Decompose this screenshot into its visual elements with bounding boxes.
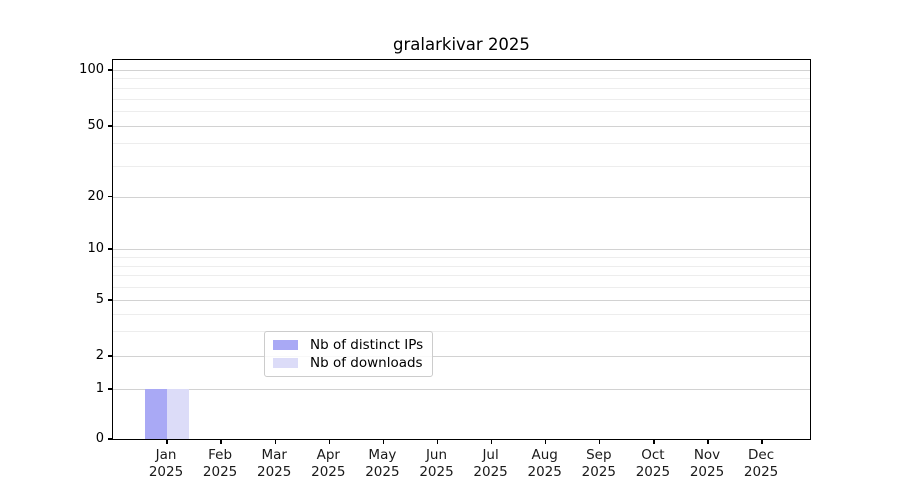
legend-label-distinct-ips: Nb of distinct IPs: [310, 337, 424, 353]
x-tick-label-month: Jul: [482, 447, 499, 463]
x-tick-label-jul: Jul 2025: [463, 447, 519, 480]
major-gridline-20: [113, 196, 810, 198]
minor-gridline-40: [113, 143, 810, 145]
x-tick-label-month: Nov: [693, 447, 721, 463]
minor-gridline-60: [113, 111, 810, 113]
x-tick-mark-jan: [166, 440, 168, 444]
plot-area: [108, 59, 811, 444]
legend-swatch-distinct-ips: [273, 340, 298, 350]
legend-swatch-downloads: [273, 358, 298, 368]
chart-title: gralarkivar 2025: [393, 35, 530, 54]
x-tick-label-dec: Dec 2025: [733, 447, 789, 480]
minor-gridline-80: [113, 87, 810, 89]
x-tick-label-year: 2025: [365, 463, 400, 480]
x-tick-label-oct: Oct 2025: [625, 447, 681, 480]
minor-gridline-3: [113, 331, 810, 333]
x-tick-label-jun: Jun 2025: [409, 447, 465, 480]
x-tick-mark-feb: [220, 440, 222, 444]
x-tick-label-may: May 2025: [354, 447, 410, 480]
x-tick-label-year: 2025: [743, 463, 779, 480]
x-tick-label-apr: Apr 2025: [300, 447, 356, 480]
x-tick-label-month: Feb: [208, 447, 233, 463]
y-tick-mark-50: [108, 125, 112, 127]
minor-gridline-6: [113, 286, 810, 288]
x-tick-label-year: 2025: [581, 463, 616, 480]
y-tick-label-2: 2: [95, 348, 104, 363]
legend: Nb of distinct IPs Nb of downloads: [264, 331, 434, 377]
x-tick-label-month: Jan: [155, 447, 177, 463]
minor-gridline-9: [113, 256, 810, 258]
minor-gridline-70: [113, 98, 810, 100]
x-tick-mark-apr: [328, 440, 330, 444]
y-tick-mark-1: [108, 388, 112, 390]
y-tick-mark-20: [108, 196, 112, 198]
y-tick-label-100: 100: [79, 61, 104, 77]
x-tick-label-aug: Aug 2025: [517, 447, 573, 480]
x-tick-mark-jun: [436, 440, 439, 444]
x-tick-mark-may: [382, 440, 385, 444]
x-tick-label-year: 2025: [257, 463, 292, 480]
x-tick-mark-sep: [599, 440, 601, 444]
y-tick-mark-2: [108, 355, 112, 357]
x-tick-mark-dec: [761, 440, 763, 444]
major-gridline-5: [113, 299, 810, 301]
major-gridline-2: [113, 356, 810, 357]
x-tick-label-jan: Jan 2025: [138, 447, 194, 480]
y-tick-mark-0: [108, 438, 112, 440]
x-tick-label-month: May: [368, 447, 397, 463]
x-tick-label-month: Apr: [316, 447, 340, 463]
legend-item-distinct-ips: Nb of distinct IPs: [273, 337, 423, 353]
x-tick-label-year: 2025: [689, 463, 725, 480]
minor-gridline-90: [113, 78, 810, 80]
legend-label-downloads: Nb of downloads: [310, 355, 423, 371]
bar-nb-of-distinct-ips-jan: [145, 389, 167, 439]
x-tick-label-month: Aug: [531, 447, 558, 463]
y-tick-label-20: 20: [87, 188, 104, 204]
x-tick-label-year: 2025: [473, 463, 508, 480]
x-tick-label-year: 2025: [311, 463, 346, 480]
x-tick-label-nov: Nov 2025: [679, 447, 735, 480]
major-gridline-50: [113, 125, 810, 127]
x-tick-label-year: 2025: [148, 463, 184, 480]
minor-gridline-7: [113, 275, 810, 277]
y-tick-label-1: 1: [95, 381, 104, 396]
x-tick-mark-nov: [707, 440, 709, 444]
y-tick-mark-10: [108, 248, 112, 250]
legend-item-downloads: Nb of downloads: [273, 355, 423, 371]
x-tick-label-year: 2025: [527, 463, 562, 480]
y-tick-label-5: 5: [95, 291, 104, 307]
x-tick-label-month: Sep: [586, 447, 612, 463]
y-tick-label-50: 50: [87, 117, 104, 133]
minor-gridline-4: [113, 313, 810, 315]
x-tick-label-year: 2025: [202, 463, 238, 480]
major-gridline-100: [113, 69, 810, 71]
x-tick-label-month: Jun: [425, 447, 448, 463]
x-tick-label-feb: Feb 2025: [192, 447, 248, 480]
y-tick-label-10: 10: [87, 241, 104, 257]
x-tick-mark-mar: [274, 440, 276, 444]
x-tick-label-month: Oct: [641, 447, 665, 463]
major-gridline-1: [113, 389, 810, 390]
bar-nb-of-downloads-jan: [167, 389, 189, 439]
y-tick-label-0: 0: [95, 431, 104, 446]
x-tick-mark-aug: [545, 440, 547, 444]
x-tick-label-month: Mar: [261, 447, 287, 463]
y-tick-mark-100: [108, 69, 112, 71]
x-tick-label-year: 2025: [635, 463, 671, 480]
x-tick-label-mar: Mar 2025: [246, 447, 302, 480]
y-tick-mark-5: [108, 299, 112, 301]
x-tick-label-month: Dec: [748, 447, 775, 463]
x-tick-label-year: 2025: [419, 463, 454, 480]
major-gridline-10: [113, 249, 810, 251]
x-tick-mark-jul: [490, 440, 493, 444]
minor-gridline-8: [113, 265, 810, 267]
x-tick-mark-oct: [653, 440, 655, 444]
x-tick-label-sep: Sep 2025: [571, 447, 627, 480]
minor-gridline-30: [113, 165, 810, 167]
